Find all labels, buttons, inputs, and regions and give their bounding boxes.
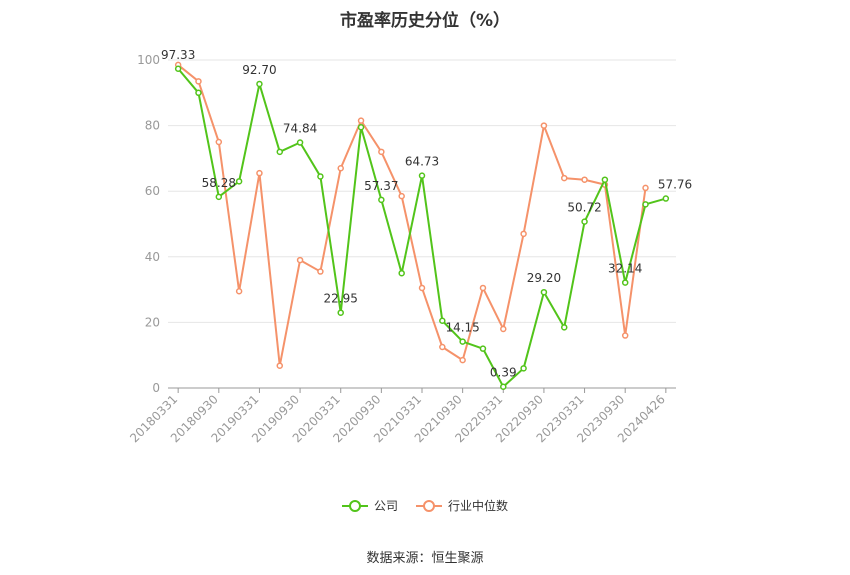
data-point-industry-5 — [276, 362, 284, 369]
legend: 公司 行业中位数 — [0, 497, 850, 514]
data-point-company-8 — [337, 309, 344, 316]
data-point-company-1 — [195, 89, 202, 97]
data-point-company-21 — [601, 176, 609, 183]
legend-item-industry-median[interactable]: 行业中位数 — [416, 497, 508, 514]
y-tick-label-60: 60 — [145, 184, 160, 198]
data-label-2: 58.28 — [202, 176, 236, 190]
data-point-company-4 — [256, 80, 263, 88]
legend-item-company[interactable]: 公司 — [341, 497, 398, 514]
data-point-company-22 — [621, 279, 629, 286]
data-point-company-23 — [642, 201, 649, 208]
data-label-0: 97.33 — [161, 48, 195, 62]
data-label-8: 22.95 — [324, 292, 358, 306]
data-point-company-18 — [540, 288, 548, 296]
data-point-company-11 — [398, 269, 405, 277]
legend-industry-marker — [416, 499, 442, 512]
data-point-industry-17 — [520, 230, 527, 238]
data-point-company-20 — [581, 218, 588, 225]
data-point-company-24 — [662, 195, 670, 202]
data-point-industry-18 — [540, 122, 548, 129]
data-label-10: 57.37 — [364, 179, 398, 193]
y-tick-label-100: 100 — [137, 53, 160, 67]
data-point-company-13 — [439, 317, 446, 325]
data-point-industry-7 — [317, 268, 324, 275]
data-point-company-5 — [276, 148, 284, 156]
data-source: 数据来源：恒生聚源 — [366, 551, 484, 566]
data-point-industry-12 — [418, 284, 426, 292]
chart-title: 市盈率历史分位（%） — [339, 11, 511, 31]
data-point-company-6 — [296, 139, 304, 146]
data-label-4: 92.70 — [242, 63, 276, 77]
data-label-24: 57.76 — [658, 178, 692, 192]
data-label-14: 14.15 — [445, 321, 479, 335]
data-point-company-16 — [500, 383, 507, 390]
y-tick-label-0: 0 — [152, 381, 160, 395]
data-label-12: 64.73 — [405, 155, 439, 169]
data-point-industry-3 — [235, 287, 243, 295]
data-point-industry-14 — [459, 356, 466, 364]
data-label-16: 0.39 — [490, 366, 517, 380]
data-point-industry-8 — [337, 164, 344, 172]
data-point-industry-16 — [500, 325, 507, 333]
data-point-company-17 — [520, 365, 527, 372]
series-line-industry-median — [177, 64, 647, 367]
data-point-industry-15 — [479, 284, 487, 292]
data-point-company-2 — [215, 193, 223, 201]
legend-company-marker — [341, 499, 368, 512]
data-point-industry-11 — [398, 192, 405, 200]
data-point-company-3 — [235, 178, 243, 185]
data-point-industry-9 — [357, 117, 365, 124]
data-label-22: 32.14 — [608, 262, 642, 276]
data-point-company-10 — [378, 196, 385, 204]
data-point-industry-1 — [195, 78, 202, 85]
series-line-company — [177, 68, 667, 388]
data-point-industry-10 — [378, 148, 385, 156]
legend-label-industry-median: 行业中位数 — [448, 499, 509, 513]
data-point-company-0 — [174, 65, 182, 73]
data-point-industry-20 — [581, 176, 588, 183]
data-point-industry-13 — [439, 343, 446, 351]
data-label-18: 29.20 — [527, 271, 561, 285]
data-point-company-9 — [357, 123, 365, 131]
legend-label-company: 公司 — [373, 499, 398, 513]
data-point-industry-22 — [621, 332, 629, 339]
data-point-company-7 — [317, 173, 324, 180]
y-tick-label-40: 40 — [145, 250, 160, 264]
data-point-industry-23 — [642, 184, 649, 192]
data-point-industry-19 — [560, 174, 568, 182]
data-point-industry-4 — [256, 169, 263, 177]
data-label-6: 74.84 — [283, 122, 317, 136]
y-tick-label-20: 20 — [145, 315, 160, 329]
data-point-company-19 — [560, 324, 568, 331]
data-point-industry-6 — [296, 256, 304, 264]
y-tick-label-80: 80 — [145, 119, 160, 133]
data-point-company-15 — [479, 345, 487, 352]
data-point-industry-2 — [215, 138, 223, 146]
data-point-company-14 — [459, 338, 466, 345]
data-label-20: 50.72 — [567, 201, 601, 215]
data-point-company-12 — [418, 172, 426, 179]
